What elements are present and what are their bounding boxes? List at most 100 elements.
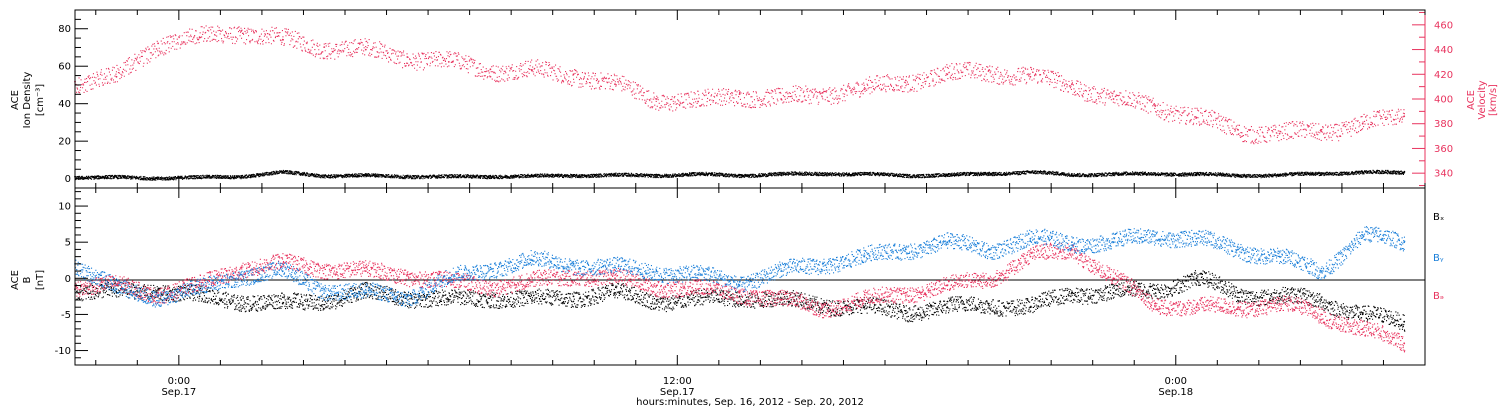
- bz-series-point: [1237, 306, 1239, 309]
- by-series-points: [75, 226, 1406, 308]
- bz-series-point: [115, 284, 118, 287]
- bx-series-point: [987, 302, 990, 305]
- density-axis-label-line2: Ion Density: [22, 72, 33, 129]
- density-series-point: [1278, 174, 1281, 176]
- velocity-series-point: [1071, 83, 1073, 86]
- by-series-point: [1237, 248, 1239, 251]
- bz-series-point: [1403, 342, 1406, 345]
- bz-series-point: [240, 266, 243, 269]
- b-axis-label-line2: B: [22, 276, 33, 283]
- density-series-point: [1237, 174, 1239, 176]
- velocity-series-point: [1361, 122, 1364, 125]
- by-series-point: [198, 288, 201, 290]
- by-series-point: [821, 263, 824, 265]
- b-tick-label: -10: [55, 346, 71, 357]
- density-series-point: [531, 174, 533, 177]
- density-series-point: [364, 174, 367, 177]
- density-series-point: [572, 174, 575, 176]
- b-field-axis: -10 -5 0 5 10: [55, 191, 88, 359]
- bx-series-point: [1195, 277, 1198, 280]
- velocity-series-point: [738, 93, 741, 95]
- by-series-point: [1278, 255, 1281, 258]
- by-series-point: [323, 288, 326, 290]
- bx-series-point: [1320, 299, 1323, 301]
- bz-series-point: [406, 273, 409, 276]
- by-series-point: [447, 277, 450, 280]
- density-series-point: [946, 174, 949, 176]
- date-tick-label: Sep.17: [161, 387, 196, 398]
- bx-series-point: [614, 291, 616, 294]
- velocity-series-point: [821, 91, 824, 94]
- by-series-point: [1195, 237, 1198, 240]
- density-axis-label-line3: [cm⁻³]: [35, 84, 46, 116]
- bx-series-point: [1029, 306, 1032, 309]
- density-series-point: [157, 176, 160, 179]
- bx-series-point: [904, 309, 907, 312]
- bx-series-point: [240, 299, 243, 301]
- bz-series-points: [75, 242, 1406, 353]
- velocity-series-point: [1320, 130, 1323, 133]
- date-tick-label: Sep.17: [660, 387, 695, 398]
- by-series-point: [157, 295, 160, 298]
- velocity-axis-label-line3: [km/s]: [1488, 84, 1499, 116]
- by-series-point: [655, 270, 658, 272]
- bz-series-point: [1361, 328, 1364, 330]
- bz-series-point: [614, 277, 616, 280]
- density-axis-label-line1: ACE: [10, 90, 21, 110]
- by-series: [74, 226, 1406, 308]
- density-tick-label: 80: [58, 24, 71, 35]
- bx-series-point: [1112, 291, 1115, 294]
- density-tick-label: 40: [58, 99, 71, 110]
- time-tick-label: 0:00: [168, 376, 190, 387]
- bottom-panel: -10 -5 0 5 10 ACE B [nT] Bₓ Bᵧ Bₔ: [10, 187, 1444, 366]
- velocity-series-point: [531, 69, 533, 72]
- velocity-series-point: [115, 75, 118, 78]
- legend-by: Bᵧ: [1433, 253, 1444, 264]
- legend-bx: Bₓ: [1433, 212, 1444, 223]
- density-series-point: [863, 173, 866, 175]
- density-series-point: [1029, 171, 1032, 174]
- velocity-series-point: [198, 36, 201, 39]
- density-series-point: [1195, 173, 1198, 175]
- bz-series-point: [946, 284, 949, 287]
- density-series-points: [75, 169, 1406, 181]
- density-series-point: [447, 175, 450, 178]
- velocity-tick-label: 380: [1434, 119, 1453, 130]
- b-axis-label-line3: [nT]: [35, 270, 46, 290]
- top-series-layer: [74, 25, 1406, 181]
- density-series-point: [115, 176, 118, 179]
- bz-series-point: [1112, 277, 1115, 280]
- velocity-series-point: [946, 73, 949, 76]
- by-series-point: [281, 270, 284, 272]
- time-axis-title: hours:minutes, Sep. 16, 2012 - Sep. 20, …: [636, 397, 864, 408]
- bz-series-point: [1154, 302, 1156, 305]
- bx-series-point: [572, 295, 575, 298]
- density-series-point: [697, 173, 699, 175]
- density-series-point: [1071, 173, 1073, 175]
- by-series-point: [1361, 234, 1364, 236]
- by-series-point: [780, 270, 783, 272]
- density-series-point: [489, 174, 492, 177]
- top-panel: 0 20 40 60 80 340 360 380 400 420 440 460 ACE Ion …: [10, 9, 1499, 189]
- velocity-tick-label: 440: [1434, 45, 1453, 56]
- bx-series-point: [1361, 313, 1364, 316]
- velocity-series-point: [697, 100, 699, 103]
- by-series-point: [489, 266, 492, 269]
- b-tick-label: 5: [65, 238, 71, 249]
- velocity-tick-label: 420: [1434, 70, 1453, 81]
- bx-series-point: [1154, 288, 1156, 290]
- bz-series-point: [821, 306, 824, 309]
- bx-series-point: [655, 299, 658, 301]
- velocity-axis-label-line1: ACE: [1466, 90, 1477, 110]
- velocity-axis: 340 360 380 400 420 440 460: [1412, 10, 1453, 188]
- bx-series-point: [697, 299, 699, 301]
- density-series-point: [904, 174, 907, 176]
- by-series-point: [904, 248, 907, 251]
- velocity-series-point: [157, 42, 160, 45]
- density-series-point: [198, 176, 201, 179]
- velocity-tick-label: 340: [1434, 169, 1453, 180]
- by-series-point: [863, 255, 866, 258]
- bx-series-point: [863, 306, 866, 309]
- bx-series-point: [1403, 320, 1406, 323]
